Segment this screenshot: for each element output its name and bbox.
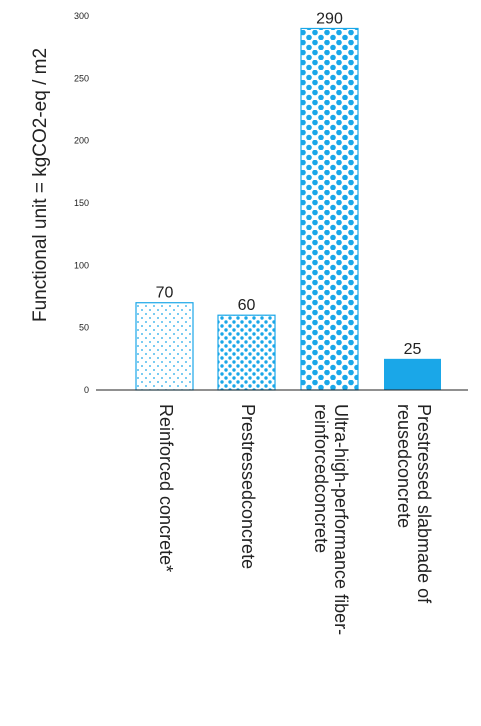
y-axis-label: Functional unit = kgCO2-eq / m2 bbox=[30, 48, 51, 322]
category-label: reinforcedconcrete bbox=[311, 404, 331, 553]
bar-value-label: 290 bbox=[316, 10, 343, 27]
category-label: reusedconcrete bbox=[394, 404, 414, 528]
bar bbox=[384, 358, 441, 390]
y-axis-ticks: 0 50 100 150 200 250 300 bbox=[74, 11, 89, 395]
bar bbox=[135, 302, 194, 391]
bar-value-label: 70 bbox=[156, 285, 174, 302]
y-tick-label: 0 bbox=[84, 385, 89, 395]
category-label: Prestressed slabmade of bbox=[414, 404, 434, 604]
category-label: Ultra-high-performance fiber- bbox=[331, 404, 351, 635]
y-tick-label: 50 bbox=[79, 323, 89, 333]
y-tick-label: 250 bbox=[74, 73, 89, 83]
y-tick-label: 200 bbox=[74, 136, 89, 146]
bar bbox=[217, 314, 276, 391]
y-tick-label: 150 bbox=[74, 198, 89, 208]
category-labels: Reinforced concrete* Prestressedconcrete U… bbox=[156, 404, 434, 635]
y-tick-label: 100 bbox=[74, 260, 89, 270]
bars bbox=[135, 27, 441, 391]
data-labels: 70 60 290 25 bbox=[156, 10, 422, 357]
bar bbox=[300, 27, 359, 391]
bar-value-label: 60 bbox=[238, 297, 256, 314]
bar-value-label: 25 bbox=[404, 341, 422, 358]
category-label: Reinforced concrete* bbox=[156, 404, 176, 572]
category-label: Prestressedconcrete bbox=[238, 404, 258, 569]
y-tick-label: 300 bbox=[74, 11, 89, 21]
